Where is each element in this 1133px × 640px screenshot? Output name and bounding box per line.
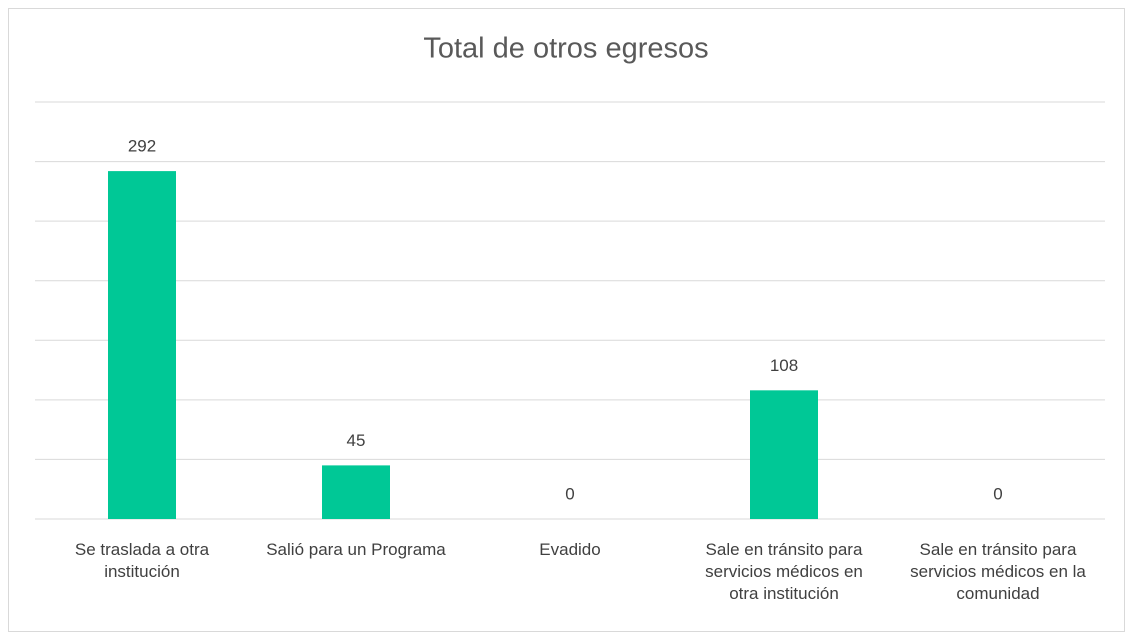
x-tick-label-box: Se traslada a otra institución [74,540,210,581]
x-tick-label: Se traslada a otra institución [74,540,210,581]
chart-title: Total de otros egresos [423,33,708,65]
x-tick-label: Sale en tránsito para servicios médicos … [705,540,863,603]
x-tick-label-box: Salió para un Programa [266,540,446,559]
x-tick-label: Evadido [539,540,601,559]
data-label: 108 [770,356,798,375]
bar [322,465,390,519]
x-tick-label-box: Sale en tránsito para servicios médicos … [910,540,1086,603]
x-tick-label: Salió para un Programa [266,540,446,559]
data-label: 292 [128,137,156,156]
chart-frame [8,8,1125,632]
x-tick-label-box: Sale en tránsito para servicios médicos … [705,540,863,603]
x-tick-label: Sale en tránsito para servicios médicos … [910,540,1086,603]
bar [108,171,176,520]
data-label: 0 [565,484,574,503]
x-tick-label-box: Evadido [539,540,601,559]
data-label: 0 [993,484,1002,503]
data-label: 45 [347,431,366,450]
bar [750,390,818,519]
